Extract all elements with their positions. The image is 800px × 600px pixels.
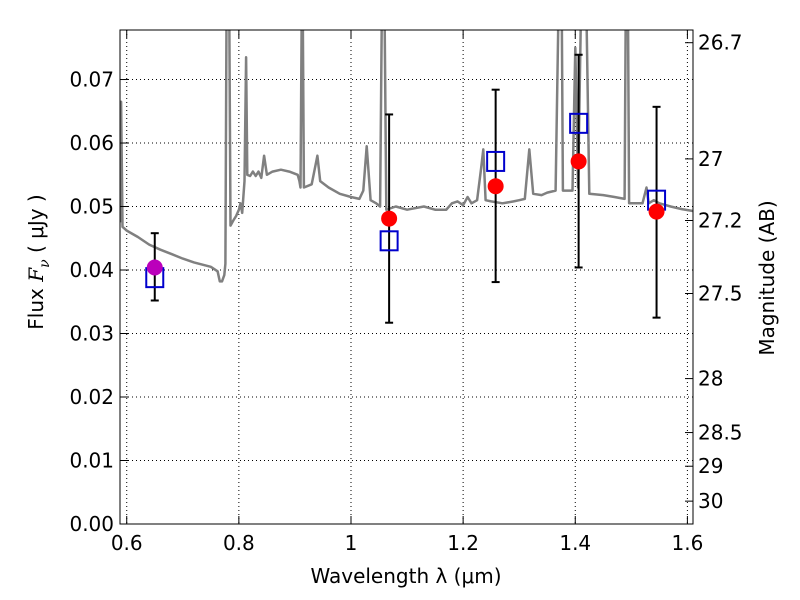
y-tick-label: 0.01 xyxy=(69,449,114,473)
y-axis-label: Flux Fν ( μJy ) xyxy=(24,194,53,329)
x-tick-label: 1 xyxy=(345,531,358,555)
y2-tick-label: 28.5 xyxy=(698,421,743,445)
axis-ticks: 0.6 0.8 1 1.2 1.4 1.6 0.00 0.01 0.02 0.03 0.04 0.05… xyxy=(69,30,743,555)
axes-frame xyxy=(119,29,694,525)
observed-point xyxy=(648,203,665,220)
observed-point xyxy=(570,153,587,170)
y-tick-label: 0.03 xyxy=(69,322,114,346)
x-tick-label: 1.2 xyxy=(447,531,479,555)
y-tick-label: 0.00 xyxy=(69,512,114,536)
y2-tick-label: 26.7 xyxy=(698,31,743,55)
plot-area xyxy=(120,30,693,324)
observed-point xyxy=(487,178,504,195)
x-tick-label: 1.6 xyxy=(671,531,703,555)
x-tick-label: 0.8 xyxy=(223,531,255,555)
right-axis-label: Magnitude (AB) xyxy=(755,200,779,355)
x-tick-label: 0.6 xyxy=(111,531,143,555)
y-tick-label: 0.04 xyxy=(69,258,114,282)
y2-tick-label: 27 xyxy=(698,147,723,171)
observed-point xyxy=(381,210,398,227)
y-tick-label: 0.06 xyxy=(69,131,114,155)
y-axis-label-symbol: F xyxy=(24,267,48,283)
y2-tick-label: 27.2 xyxy=(698,208,743,232)
y-axis-label-prefix: Flux xyxy=(24,282,48,330)
y2-tick-label: 30 xyxy=(698,489,723,513)
y-axis-label-suffix: ( μJy ) xyxy=(24,194,48,259)
y-axis-label-subscript: ν xyxy=(37,259,53,268)
y2-tick-label: 27.5 xyxy=(698,282,743,306)
x-axis-label: Wavelength λ (μm) xyxy=(310,564,501,588)
model-square-marker xyxy=(569,112,589,134)
y-tick-label: 0.07 xyxy=(69,68,114,92)
y-tick-label: 0.05 xyxy=(69,195,114,219)
model-square-marker xyxy=(379,230,399,252)
model-square-marker xyxy=(486,150,506,172)
y-tick-label: 0.02 xyxy=(69,385,114,409)
observed-point xyxy=(146,259,163,276)
y2-tick-label: 29 xyxy=(698,454,723,478)
y2-tick-label: 28 xyxy=(698,367,723,391)
x-tick-label: 1.4 xyxy=(559,531,591,555)
